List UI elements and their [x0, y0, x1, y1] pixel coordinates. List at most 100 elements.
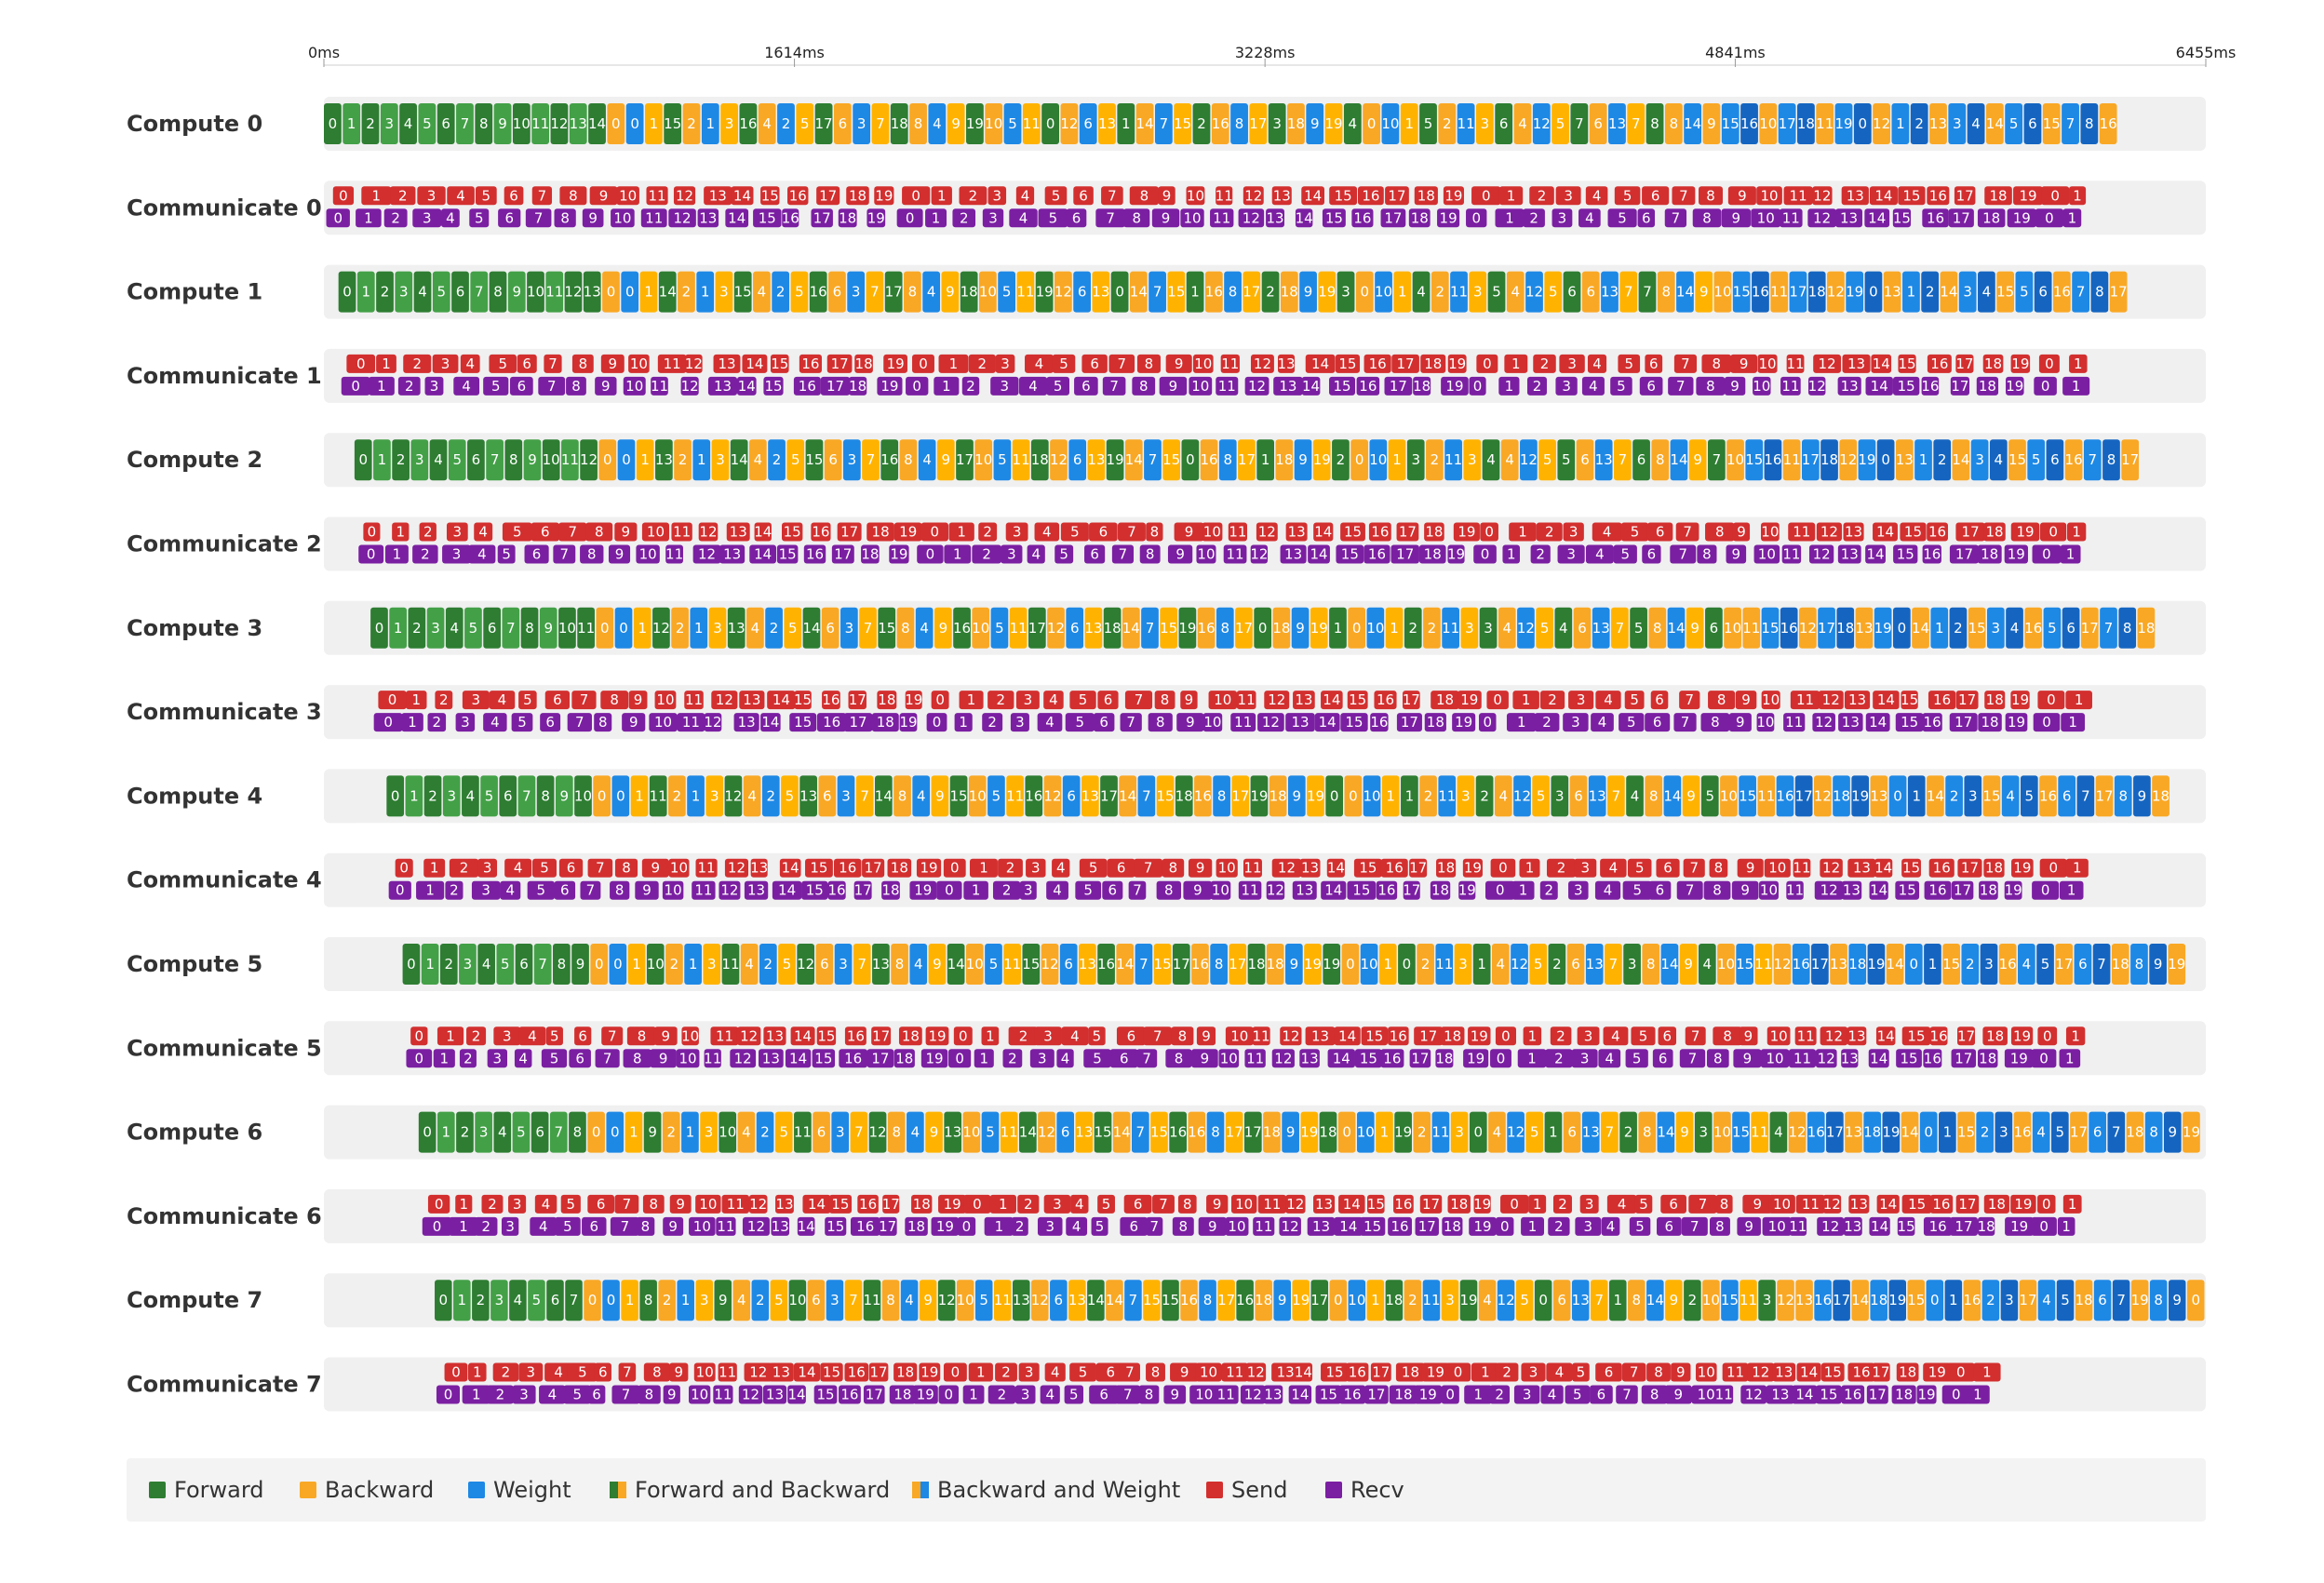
compute-op[interactable] [2023, 103, 2042, 144]
send-op[interactable] [504, 186, 524, 206]
compute-op[interactable] [2121, 439, 2140, 481]
send-op[interactable] [1679, 691, 1700, 710]
recv-op[interactable] [2034, 376, 2057, 396]
send-op[interactable] [1650, 691, 1669, 710]
send-op[interactable] [1457, 691, 1482, 710]
recv-op[interactable] [1447, 544, 1465, 564]
send-op[interactable] [2069, 186, 2087, 206]
recv-op[interactable] [1095, 208, 1125, 228]
compute-op[interactable] [621, 271, 639, 313]
recv-op[interactable] [1473, 544, 1497, 564]
send-op[interactable] [1081, 354, 1108, 373]
recv-op[interactable] [622, 713, 646, 732]
compute-op[interactable] [1667, 607, 1686, 649]
send-op[interactable] [1955, 691, 1979, 710]
recv-op[interactable] [1123, 208, 1150, 228]
send-op[interactable] [1165, 354, 1192, 373]
send-op[interactable] [654, 691, 677, 710]
send-op[interactable] [1264, 691, 1290, 710]
compute-op[interactable] [875, 775, 893, 817]
send-op[interactable] [489, 691, 516, 710]
send-op[interactable] [816, 186, 840, 206]
send-op[interactable] [1498, 186, 1524, 206]
send-op[interactable] [854, 354, 873, 373]
compute-op[interactable] [1324, 103, 1343, 144]
compute-op[interactable] [418, 103, 437, 144]
compute-op[interactable] [1592, 607, 1610, 649]
compute-op[interactable] [361, 103, 380, 144]
recv-op[interactable] [1977, 208, 2006, 228]
recv-op[interactable] [889, 544, 909, 564]
send-op[interactable] [1818, 691, 1844, 710]
send-op[interactable] [392, 522, 410, 542]
compute-op[interactable] [1192, 103, 1211, 144]
compute-op[interactable] [1799, 607, 1817, 649]
recv-op[interactable] [749, 544, 776, 564]
recv-op[interactable] [1921, 376, 1940, 396]
send-op[interactable] [571, 691, 597, 710]
recv-op[interactable] [1673, 713, 1697, 732]
compute-op[interactable] [1124, 439, 1143, 481]
compute-op[interactable] [1986, 607, 2005, 649]
send-op[interactable] [1533, 354, 1556, 373]
compute-op[interactable] [1022, 103, 1041, 144]
send-op[interactable] [1321, 691, 1343, 710]
recv-op[interactable] [595, 376, 617, 396]
compute-op[interactable] [437, 103, 455, 144]
recv-op[interactable] [1607, 208, 1637, 228]
recv-op[interactable] [1408, 208, 1431, 228]
recv-op[interactable] [1370, 713, 1389, 732]
compute-op[interactable] [1047, 607, 1065, 649]
send-op[interactable] [698, 522, 719, 542]
send-op[interactable] [1486, 691, 1509, 710]
recv-op[interactable] [427, 713, 447, 732]
send-op[interactable] [641, 522, 670, 542]
compute-op[interactable] [956, 439, 974, 481]
compute-op[interactable] [1117, 103, 1135, 144]
send-op[interactable] [1347, 691, 1368, 710]
compute-op[interactable] [389, 607, 408, 649]
recv-op[interactable] [636, 544, 660, 564]
compute-op[interactable] [796, 103, 814, 144]
recv-op[interactable] [1807, 376, 1826, 396]
compute-op[interactable] [696, 271, 715, 313]
recv-op[interactable] [1189, 376, 1213, 396]
recv-op[interactable] [553, 544, 576, 564]
send-op[interactable] [1673, 354, 1698, 373]
recv-op[interactable] [1948, 208, 1974, 228]
send-op[interactable] [1786, 354, 1805, 373]
recv-op[interactable] [677, 713, 705, 732]
send-op[interactable] [628, 691, 648, 710]
send-op[interactable] [1927, 522, 1948, 542]
recv-op[interactable] [1469, 376, 1486, 396]
compute-op[interactable] [730, 439, 748, 481]
recv-op[interactable] [1751, 208, 1781, 228]
compute-op[interactable] [1874, 607, 1892, 649]
recv-op[interactable] [1038, 208, 1068, 228]
compute-op[interactable] [1030, 439, 1049, 481]
compute-op[interactable] [1827, 271, 1845, 313]
send-op[interactable] [1301, 186, 1324, 206]
send-op[interactable] [2038, 354, 2060, 373]
compute-op[interactable] [1197, 607, 1216, 649]
compute-op[interactable] [711, 439, 730, 481]
recv-op[interactable] [944, 544, 972, 564]
compute-op[interactable] [1651, 439, 1670, 481]
compute-op[interactable] [768, 439, 786, 481]
send-op[interactable] [782, 522, 803, 542]
send-op[interactable] [767, 691, 796, 710]
recv-op[interactable] [1238, 208, 1265, 228]
recv-op[interactable] [1498, 376, 1520, 396]
compute-op[interactable] [2042, 103, 2061, 144]
compute-op[interactable] [639, 271, 658, 313]
recv-op[interactable] [1074, 376, 1098, 396]
send-op[interactable] [417, 186, 446, 206]
recv-op[interactable] [1976, 376, 1999, 396]
compute-op[interactable] [724, 775, 743, 817]
send-op[interactable] [646, 186, 668, 206]
send-op[interactable] [1555, 186, 1581, 206]
send-op[interactable] [938, 354, 969, 373]
compute-op[interactable] [1006, 775, 1024, 817]
compute-op[interactable] [370, 607, 388, 649]
send-op[interactable] [531, 522, 559, 542]
